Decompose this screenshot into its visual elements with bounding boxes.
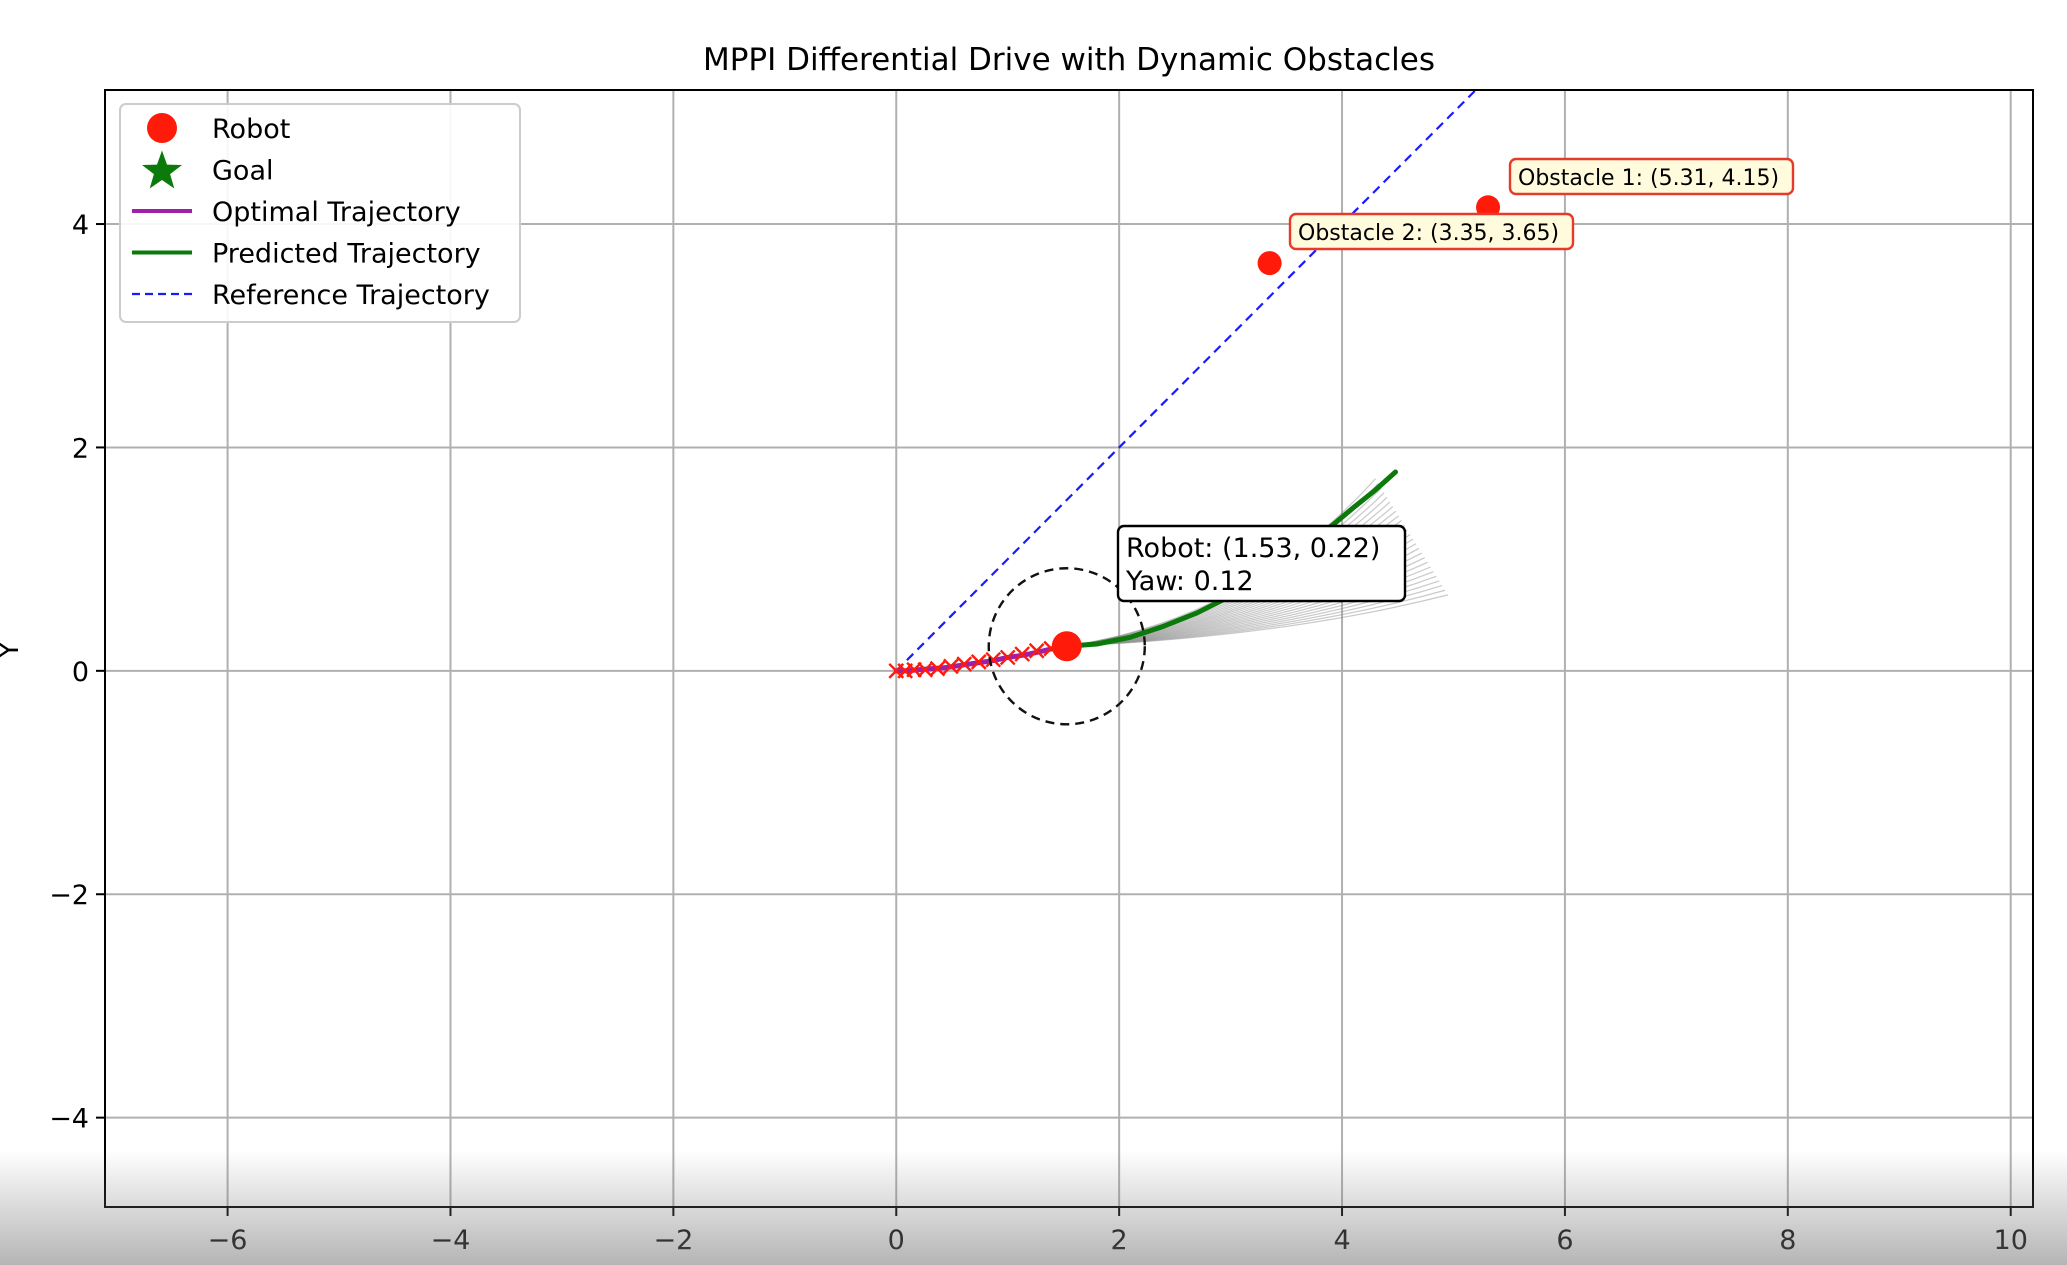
past-position-x-stroke <box>1014 646 1031 662</box>
y-tick-label: −2 <box>49 880 89 911</box>
x-tick-label: −6 <box>208 1225 248 1256</box>
y-tick-label: 2 <box>72 433 89 464</box>
robot-label-box <box>1116 524 1407 603</box>
chart-title: MPPI Differential Drive with Dynamic Obs… <box>703 42 1435 78</box>
past-position-marker <box>956 656 973 672</box>
robot-label: Robot: (1.53, 0.22)Yaw: 0.12 <box>1116 524 1407 603</box>
x-tick-label: 10 <box>1994 1225 2028 1256</box>
robot-label-text: Yaw: 0.12 <box>1125 566 1254 597</box>
y-axis-label: Y <box>0 641 25 659</box>
past-position-x-stroke <box>985 651 1002 668</box>
legend-label: Predicted Trajectory <box>212 239 481 270</box>
obstacle-2-label: Obstacle 2: (3.35, 3.65) <box>1288 212 1575 251</box>
past-position-marker <box>985 651 1002 668</box>
y-tick-label: 4 <box>72 210 89 241</box>
obstacle-2-label-text: Obstacle 2: (3.35, 3.65) <box>1298 221 1559 246</box>
sampled-rollout-line <box>1066 594 1449 647</box>
obstacle-1-label-box <box>1508 157 1795 196</box>
legend-label: Goal <box>212 156 274 187</box>
obstacle-1-label: Obstacle 1: (5.31, 4.15) <box>1508 157 1795 196</box>
x-tick-label: 2 <box>1111 1225 1128 1256</box>
past-position-x-stroke <box>929 660 946 677</box>
legend-entry: Reference Trajectory <box>132 280 490 311</box>
reference-trajectory-line <box>895 90 1477 672</box>
legend-robot-marker <box>147 113 177 143</box>
past-position-marker <box>999 649 1016 666</box>
past-position-x-stroke <box>917 661 934 678</box>
robot-safety-circle <box>987 567 1146 726</box>
y-tick-label: −4 <box>49 1104 89 1135</box>
legend-goal-star <box>142 150 182 189</box>
robot-marker <box>1051 631 1082 662</box>
past-position-marker <box>1014 646 1031 662</box>
past-position-x-stroke <box>1028 642 1045 659</box>
x-tick-label: 4 <box>1333 1225 1350 1256</box>
x-tick-label: 6 <box>1556 1225 1573 1256</box>
grid <box>105 90 2033 1207</box>
legend-entry: Optimal Trajectory <box>132 197 461 228</box>
legend-box <box>119 103 521 323</box>
obstacle-2-label-box <box>1288 212 1575 251</box>
past-position-marker <box>970 654 987 670</box>
legend-label: Reference Trajectory <box>212 280 490 311</box>
past-position-x-stroke <box>970 654 987 670</box>
y-tick-label: 0 <box>72 657 89 688</box>
past-position-marker <box>906 661 922 678</box>
past-position-x-stroke <box>956 656 973 672</box>
obstacle-1-label-text: Obstacle 1: (5.31, 4.15) <box>1518 166 1779 191</box>
annotations: Obstacle 1: (5.31, 4.15) Obstacle 2: (3.3… <box>1116 157 1795 603</box>
past-position-x-stroke <box>906 661 922 678</box>
legend-entry: Goal <box>142 150 274 189</box>
legend-entry: Robot <box>147 113 290 145</box>
legend-label: Optimal Trajectory <box>212 197 461 228</box>
past-position-marker <box>929 660 946 677</box>
x-tick-label: −2 <box>653 1225 693 1256</box>
legend-label: Robot <box>212 114 290 145</box>
x-tick-label: −4 <box>431 1225 471 1256</box>
obstacle-marker <box>1257 251 1282 276</box>
x-tick-label: 0 <box>888 1225 905 1256</box>
past-position-x-stroke <box>999 649 1016 666</box>
past-position-marker <box>943 658 959 675</box>
past-position-x-stroke <box>943 658 959 675</box>
x-tick-label: 8 <box>1779 1225 1796 1256</box>
past-position-marker <box>917 661 934 678</box>
legend-entry: Predicted Trajectory <box>132 239 481 270</box>
past-position-marker <box>1028 642 1045 659</box>
robot-label-text: Robot: (1.53, 0.22) <box>1126 533 1380 564</box>
legend: Robot Goal Optimal Trajectory Predicted Tra… <box>119 103 521 323</box>
